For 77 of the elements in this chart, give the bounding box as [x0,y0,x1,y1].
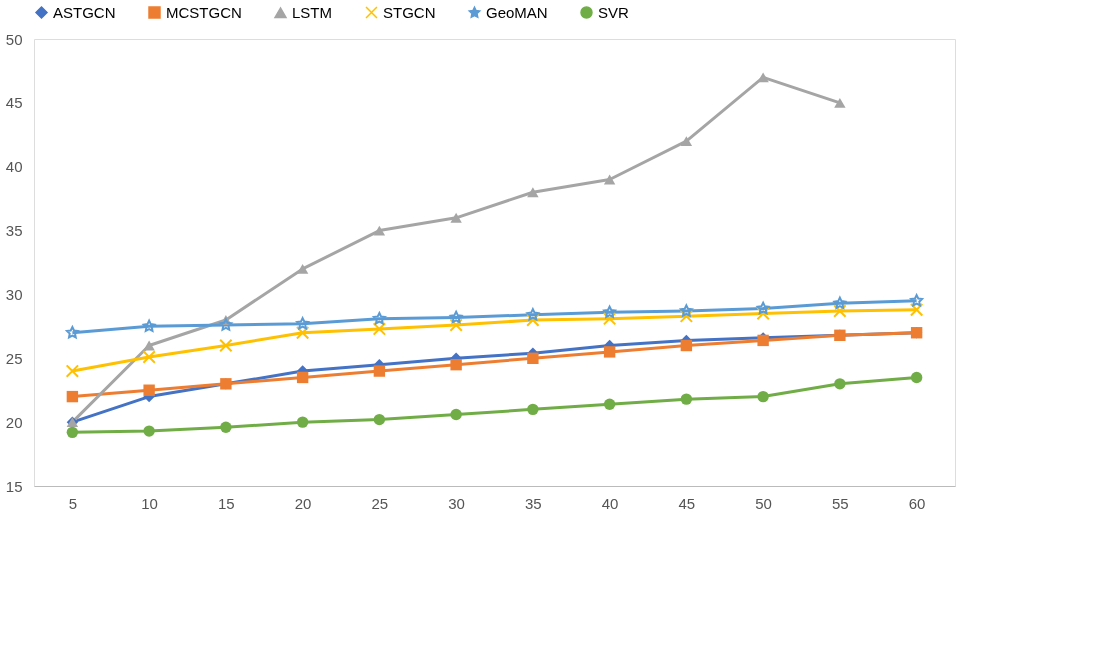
point [527,352,539,364]
point [526,308,540,321]
point [603,346,616,358]
point [603,174,616,185]
y-tick-label: 50 [5,30,23,48]
legend-label: STGCN [383,3,436,21]
point [602,311,617,326]
y-tick-label: 15 [5,477,23,495]
y-tick-label: 25 [5,349,23,367]
point [296,317,310,330]
point [450,358,462,371]
point [680,136,693,147]
point [909,303,924,317]
point [833,296,847,309]
point [834,378,846,390]
point [66,426,79,439]
point [142,350,156,364]
point [219,338,233,353]
point [450,212,462,223]
point [449,310,463,324]
y-tick-label: 40 [5,158,23,176]
point [373,365,386,377]
legend-label: SVR [598,3,630,21]
point [527,403,539,416]
point [527,187,539,198]
legend-label: GeoMAN [486,3,548,21]
legend-label: ASTGCN [53,3,116,21]
point [373,413,386,426]
x-tick-label: 30 [448,494,465,512]
point [296,371,309,384]
x-tick-label: 55 [832,494,849,512]
x-tick-label: 25 [371,494,389,512]
x-tick-label: 35 [525,494,542,512]
point [679,304,693,317]
point [756,306,770,321]
legend-label: MCSTGCN [166,3,242,21]
x-tick-label: 40 [601,494,619,512]
x-tick-label: 5 [68,494,78,512]
point [373,225,386,236]
point [680,393,693,405]
y-tick-label: 35 [5,222,23,240]
point [143,425,155,437]
point [372,322,387,336]
point [910,294,924,307]
x-tick-label: 10 [141,494,158,512]
y-tick-label: 30 [5,285,23,303]
point [143,384,155,396]
point [295,326,310,340]
point [65,364,80,378]
point [910,371,923,384]
y-tick-label: 45 [5,94,23,112]
point [756,301,770,315]
legend-label: LSTM [292,3,333,21]
point [680,339,693,352]
point [449,318,463,332]
y-tick-label: 20 [5,413,23,431]
point [66,390,79,403]
x-tick-label: 60 [908,494,926,512]
point [143,340,155,351]
point [603,398,616,410]
point [526,313,540,327]
point [296,416,309,428]
point [220,421,232,433]
point [65,326,79,339]
point [219,318,233,331]
point [142,319,156,332]
x-tick-label: 15 [218,494,235,512]
x-tick-label: 45 [678,494,696,512]
point [603,305,617,318]
point [450,408,462,421]
point [834,97,846,108]
point [372,311,386,325]
point [757,390,769,403]
x-tick-label: 50 [755,494,772,512]
x-tick-label: 20 [294,494,312,512]
point [679,309,694,323]
point [833,304,847,318]
